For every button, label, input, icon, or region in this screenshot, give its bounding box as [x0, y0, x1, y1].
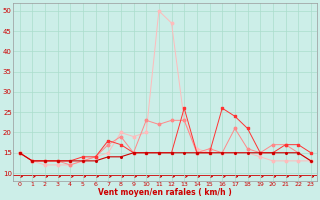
X-axis label: Vent moyen/en rafales ( km/h ): Vent moyen/en rafales ( km/h ) [98, 188, 232, 197]
